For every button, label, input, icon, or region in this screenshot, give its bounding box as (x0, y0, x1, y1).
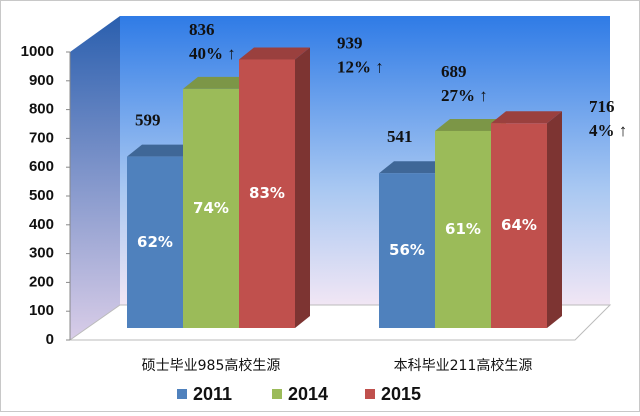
value-label: 541 (387, 127, 413, 146)
y-tick-label: 700 (29, 129, 54, 146)
y-tick-label: 500 (29, 187, 54, 204)
legend-label: 2015 (381, 384, 421, 404)
bar-side (295, 47, 310, 329)
bar (491, 123, 547, 328)
x-tick-label: 硕士毕业985高校生源 (142, 357, 281, 374)
legend-swatch (272, 389, 282, 399)
y-tick-label: 300 (29, 245, 54, 262)
y-tick-label: 200 (29, 273, 54, 290)
growth-label: 12% ↑ (337, 57, 384, 76)
percent-label: 83% (249, 184, 285, 202)
value-label: 716 (589, 97, 615, 116)
bar (379, 173, 435, 328)
legend-label: 2014 (288, 384, 328, 404)
y-tick-label: 400 (29, 216, 54, 233)
growth-label: 4% ↑ (589, 121, 627, 140)
y-tick-label: 0 (46, 331, 54, 348)
bar-top (435, 118, 506, 131)
bar-side (547, 111, 562, 328)
y-tick-label: 900 (29, 72, 54, 89)
bar-top (491, 111, 562, 124)
growth-label: 27% ↑ (441, 86, 488, 105)
bar (239, 59, 295, 329)
y-tick-label: 800 (29, 101, 54, 118)
value-label: 599 (135, 111, 161, 130)
growth-label: 40% ↑ (189, 44, 236, 63)
x-tick-label: 本科毕业211高校生源 (394, 357, 533, 374)
value-label: 689 (441, 62, 467, 81)
percent-label: 62% (137, 233, 173, 251)
bar-top (183, 76, 254, 89)
y-tick-label: 600 (29, 158, 54, 175)
legend-swatch (365, 389, 375, 399)
percent-label: 56% (389, 241, 425, 259)
legend-label: 2011 (193, 384, 232, 404)
percent-label: 61% (445, 220, 481, 238)
y-tick-label: 1000 (21, 43, 54, 60)
bar (183, 88, 239, 329)
percent-label: 64% (501, 216, 537, 234)
y-tick-label: 100 (29, 302, 54, 319)
value-label: 939 (337, 33, 363, 52)
percent-label: 74% (193, 199, 229, 217)
value-label: 836 (189, 20, 215, 39)
bar-top (127, 144, 198, 157)
bar-top (239, 47, 310, 60)
bar-top (379, 161, 450, 174)
side-wall (70, 16, 120, 340)
bar (127, 156, 183, 328)
bar (435, 130, 491, 328)
legend-swatch (177, 389, 187, 399)
